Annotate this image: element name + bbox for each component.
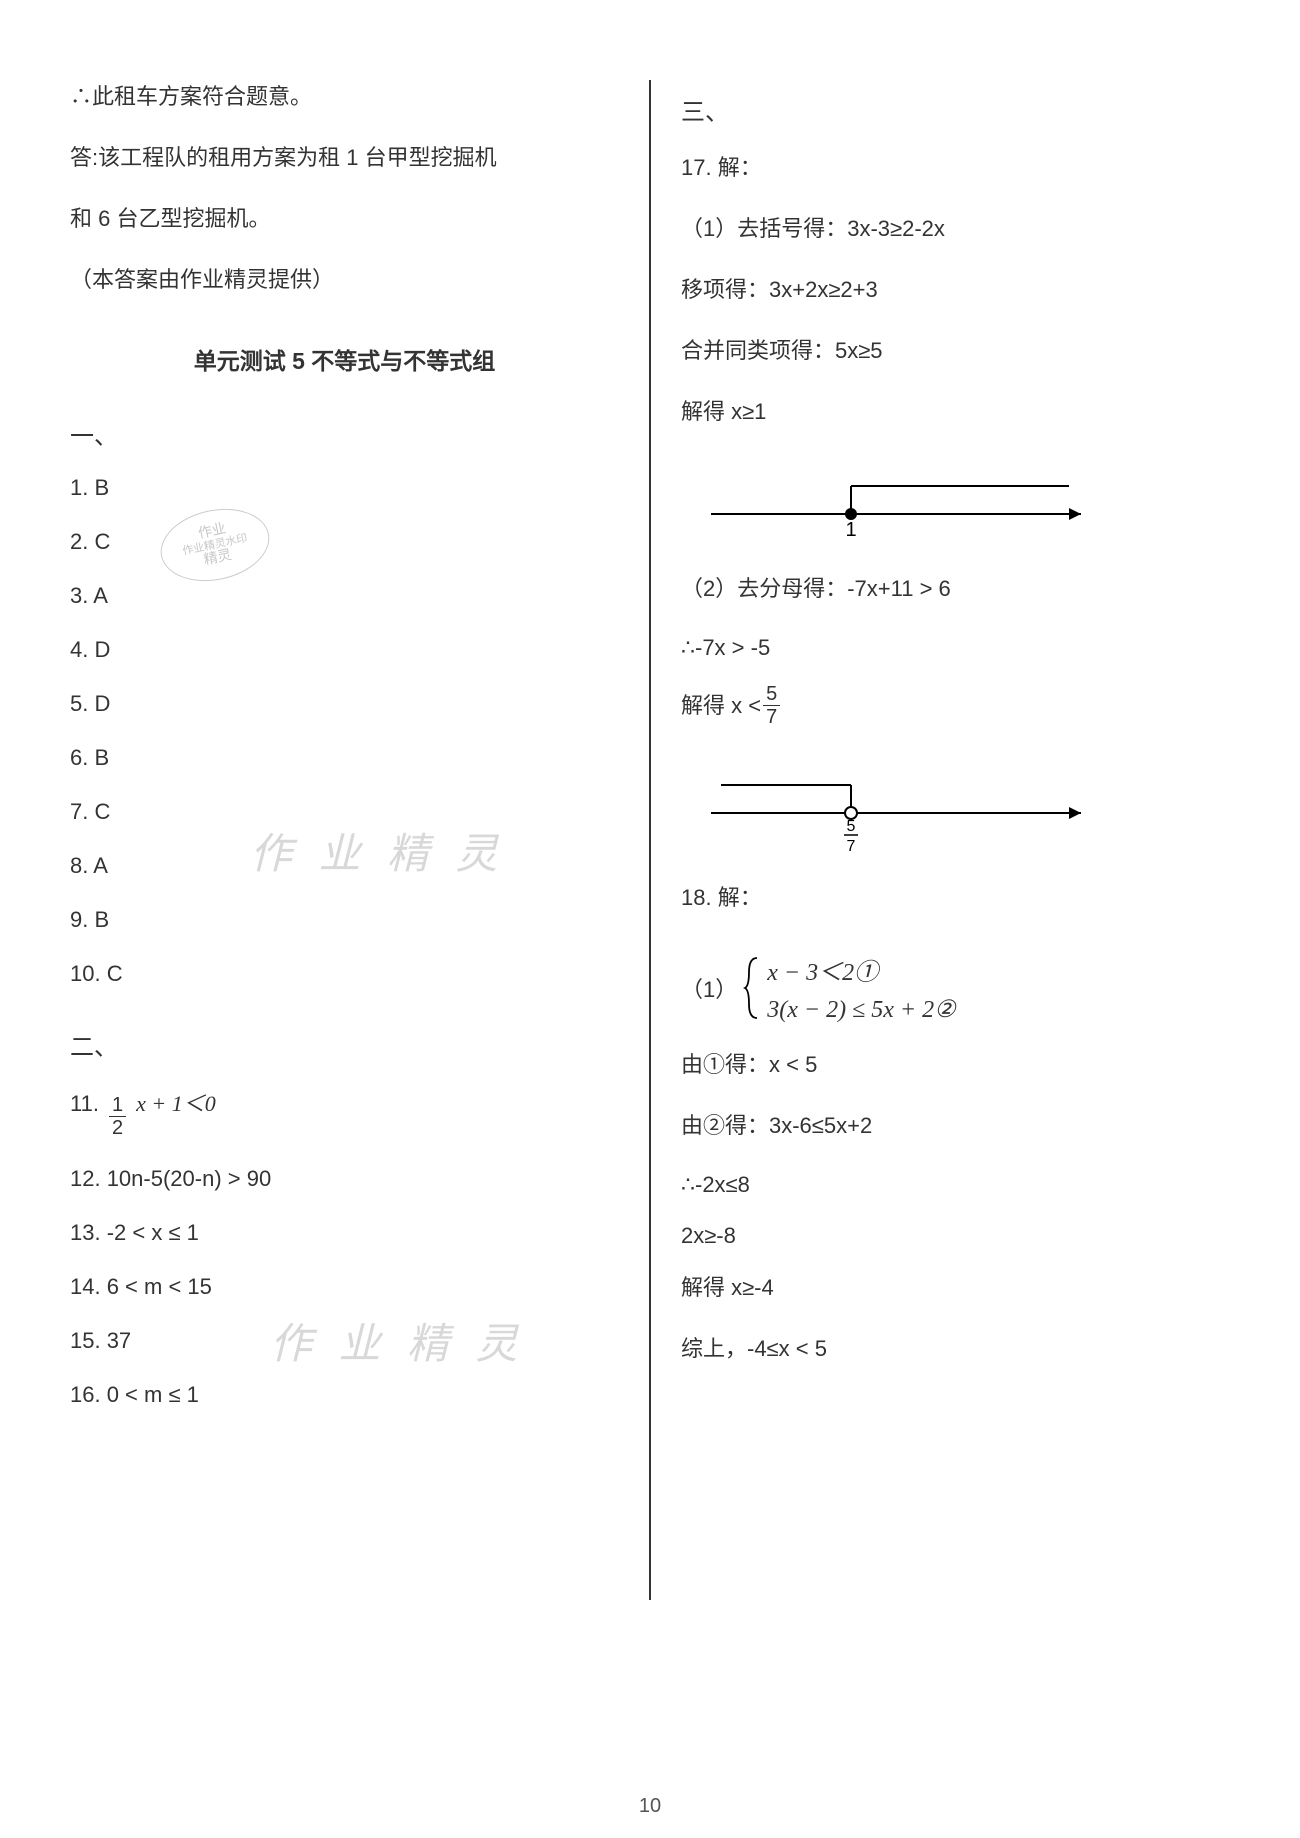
pre-line: 答:该工程队的租用方案为租 1 台甲型挖掘机 xyxy=(70,141,619,174)
q18-step: 2x≥-8 xyxy=(681,1221,1230,1252)
q17-2-num: 5 xyxy=(763,684,780,706)
q11-prefix: 11. xyxy=(70,1091,99,1117)
q11-fraction: 1 2 xyxy=(109,1095,126,1138)
section-2-label: 二、 xyxy=(70,1027,619,1062)
left-column: ∴此租车方案符合题意。 答:该工程队的租用方案为租 1 台甲型挖掘机 和 6 台… xyxy=(70,80,619,1798)
q17-2-frac: 5 7 xyxy=(763,684,780,727)
page-number: 10 xyxy=(639,1795,661,1818)
mc-answer: 1. B xyxy=(70,475,619,501)
q17-2-den: 7 xyxy=(766,706,777,727)
q11-frac-num: 1 xyxy=(109,1095,126,1117)
mc-answer: 2. C xyxy=(70,529,619,555)
column-divider xyxy=(649,80,651,1600)
mc-answer: 10. C xyxy=(70,961,619,987)
pre-line: （本答案由作业精灵提供） xyxy=(70,263,619,296)
q18-sys-line1: x − 3＜2① xyxy=(767,952,955,987)
q11-suffix: x + 1＜0 xyxy=(136,1086,216,1118)
q18-conclusion: 综上，-4≤x < 5 xyxy=(681,1332,1230,1365)
q17-2-step: ∴-7x > -5 xyxy=(681,633,1230,664)
mc-answer: 7. C xyxy=(70,799,619,825)
q17-head: 17. 解： xyxy=(681,151,1230,184)
brace-icon xyxy=(743,956,761,1020)
q18-head: 18. 解： xyxy=(681,881,1230,914)
q11-frac-den: 2 xyxy=(112,1117,123,1138)
nl2-den: 7 xyxy=(847,838,856,853)
q18-sys-prefix: （1） xyxy=(681,972,737,1004)
q18-step: 由②得：3x-6≤5x+2 xyxy=(681,1109,1230,1142)
fill-answer: 14. 6 < m < 15 xyxy=(70,1274,619,1300)
pre-line: ∴此租车方案符合题意。 xyxy=(70,80,619,113)
q11: 11. 1 2 x + 1＜0 xyxy=(70,1086,619,1138)
q17-step: 移项得：3x+2x≥2+3 xyxy=(681,273,1230,306)
q18-step: 解得 x≥-4 xyxy=(681,1271,1230,1304)
q18-system: （1） x − 3＜2① 3(x − 2) ≤ 5x + 2② xyxy=(681,952,1230,1024)
q18-step: ∴-2x≤8 xyxy=(681,1170,1230,1201)
q18-step: 由①得：x < 5 xyxy=(681,1048,1230,1081)
mc-answer: 5. D xyxy=(70,691,619,717)
nl1-label: 1 xyxy=(845,519,856,541)
number-line-2: 5 7 xyxy=(701,773,1230,853)
q17-2-step: （2）去分母得：-7x+11 > 6 xyxy=(681,572,1230,605)
mc-answer: 3. A xyxy=(70,583,619,609)
number-line-svg: 1 xyxy=(701,474,1101,544)
fill-answer: 16. 0 < m ≤ 1 xyxy=(70,1382,619,1408)
q17-step: （1）去括号得：3x-3≥2-2x xyxy=(681,212,1230,245)
q17-step: 解得 x≥1 xyxy=(681,395,1230,428)
number-line-svg: 5 7 xyxy=(701,773,1101,853)
section-3-label: 三、 xyxy=(681,92,1230,127)
q17-2-result: 解得 x < 5 7 xyxy=(681,684,1230,727)
page-container: ∴此租车方案符合题意。 答:该工程队的租用方案为租 1 台甲型挖掘机 和 6 台… xyxy=(70,80,1230,1798)
q17-step: 合并同类项得：5x≥5 xyxy=(681,334,1230,367)
number-line-1: 1 xyxy=(701,474,1230,544)
pre-line: 和 6 台乙型挖掘机。 xyxy=(70,202,619,235)
fill-answer: 12. 10n-5(20-n) > 90 xyxy=(70,1166,619,1192)
fill-answer: 13. -2 < x ≤ 1 xyxy=(70,1220,619,1246)
mc-answer: 4. D xyxy=(70,637,619,663)
mc-answer: 9. B xyxy=(70,907,619,933)
q17-2-pre: 解得 x < xyxy=(681,689,761,722)
mc-answer: 8. A xyxy=(70,853,619,879)
section-1-label: 一、 xyxy=(70,416,619,451)
mc-answer: 6. B xyxy=(70,745,619,771)
q18-sys-line2: 3(x − 2) ≤ 5x + 2② xyxy=(767,995,955,1024)
fill-answer: 15. 37 xyxy=(70,1328,619,1354)
nl2-num: 5 xyxy=(847,818,856,835)
right-column: 三、 17. 解： （1）去括号得：3x-3≥2-2x 移项得：3x+2x≥2+… xyxy=(681,80,1230,1798)
unit-test-title: 单元测试 5 不等式与不等式组 xyxy=(70,342,619,376)
